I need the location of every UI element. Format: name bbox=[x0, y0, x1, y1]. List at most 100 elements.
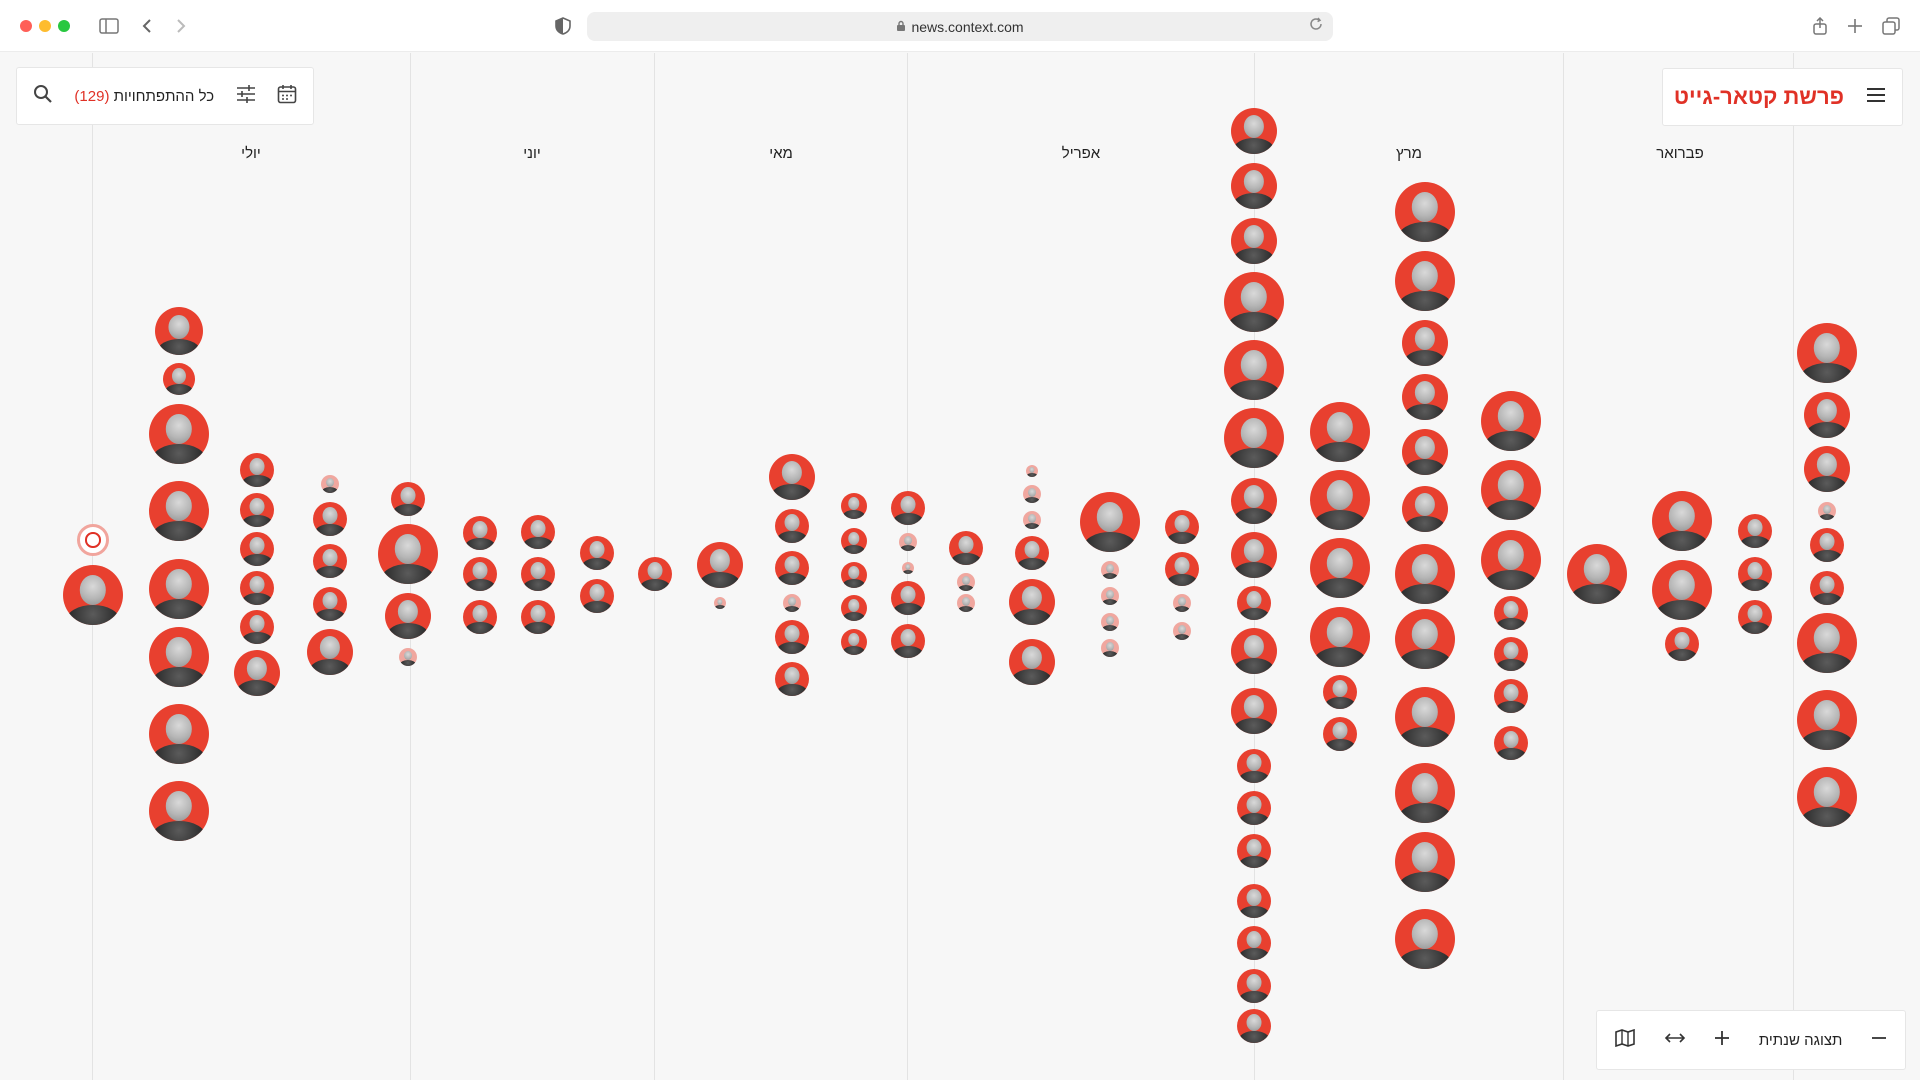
event-avatar[interactable] bbox=[1494, 726, 1528, 760]
event-avatar[interactable] bbox=[521, 600, 555, 634]
event-avatar[interactable] bbox=[240, 571, 274, 605]
event-avatar[interactable] bbox=[1231, 163, 1277, 209]
event-avatar[interactable] bbox=[1023, 485, 1041, 503]
event-avatar[interactable] bbox=[697, 542, 743, 588]
event-avatar[interactable] bbox=[957, 594, 975, 612]
event-avatar[interactable] bbox=[1231, 688, 1277, 734]
event-avatar[interactable] bbox=[1237, 749, 1271, 783]
event-avatar[interactable] bbox=[841, 562, 867, 588]
event-avatar[interactable] bbox=[1494, 596, 1528, 630]
event-avatar[interactable] bbox=[1402, 320, 1448, 366]
event-avatar[interactable] bbox=[1804, 446, 1850, 492]
event-avatar[interactable] bbox=[1481, 530, 1541, 590]
event-avatar[interactable] bbox=[149, 781, 209, 841]
event-avatar[interactable] bbox=[149, 627, 209, 687]
event-avatar[interactable] bbox=[841, 595, 867, 621]
event-avatar[interactable] bbox=[1818, 502, 1836, 520]
event-avatar[interactable] bbox=[1310, 607, 1370, 667]
event-avatar[interactable] bbox=[1165, 510, 1199, 544]
event-avatar[interactable] bbox=[638, 557, 672, 591]
event-avatar[interactable] bbox=[775, 509, 809, 543]
event-avatar[interactable] bbox=[1395, 251, 1455, 311]
event-avatar[interactable] bbox=[1173, 622, 1191, 640]
event-avatar[interactable] bbox=[841, 493, 867, 519]
event-avatar[interactable] bbox=[769, 454, 815, 500]
event-avatar[interactable] bbox=[1797, 690, 1857, 750]
event-avatar[interactable] bbox=[1224, 340, 1284, 400]
event-avatar[interactable] bbox=[841, 528, 867, 554]
event-avatar[interactable] bbox=[1652, 491, 1712, 551]
event-avatar[interactable] bbox=[378, 524, 438, 584]
minimize-window-button[interactable] bbox=[39, 20, 51, 32]
event-avatar[interactable] bbox=[1738, 600, 1772, 634]
event-avatar[interactable] bbox=[463, 557, 497, 591]
event-avatar[interactable] bbox=[1231, 532, 1277, 578]
event-avatar[interactable] bbox=[321, 475, 339, 493]
event-avatar[interactable] bbox=[949, 531, 983, 565]
event-avatar[interactable] bbox=[1323, 717, 1357, 751]
event-avatar[interactable] bbox=[891, 491, 925, 525]
event-avatar[interactable] bbox=[1173, 594, 1191, 612]
event-avatar[interactable] bbox=[463, 516, 497, 550]
event-avatar[interactable] bbox=[1023, 511, 1041, 529]
calendar-icon[interactable] bbox=[277, 84, 297, 109]
event-avatar[interactable] bbox=[234, 650, 280, 696]
event-avatar[interactable] bbox=[149, 559, 209, 619]
event-avatar[interactable] bbox=[1395, 832, 1455, 892]
event-avatar[interactable] bbox=[899, 533, 917, 551]
event-avatar[interactable] bbox=[1231, 628, 1277, 674]
event-avatar[interactable] bbox=[783, 594, 801, 612]
search-icon[interactable] bbox=[33, 84, 53, 109]
event-avatar[interactable] bbox=[313, 544, 347, 578]
event-avatar[interactable] bbox=[1738, 514, 1772, 548]
event-avatar[interactable] bbox=[63, 565, 123, 625]
close-window-button[interactable] bbox=[20, 20, 32, 32]
event-avatar[interactable] bbox=[1494, 679, 1528, 713]
event-avatar[interactable] bbox=[1402, 429, 1448, 475]
event-avatar[interactable] bbox=[1804, 392, 1850, 438]
event-avatar[interactable] bbox=[1395, 609, 1455, 669]
event-avatar[interactable] bbox=[1402, 374, 1448, 420]
share-icon[interactable] bbox=[1807, 13, 1833, 39]
event-avatar[interactable] bbox=[1310, 470, 1370, 530]
event-avatar[interactable] bbox=[841, 629, 867, 655]
event-avatar[interactable] bbox=[1323, 675, 1357, 709]
address-bar[interactable]: news.context.com bbox=[587, 12, 1333, 41]
event-avatar[interactable] bbox=[149, 704, 209, 764]
event-avatar[interactable] bbox=[580, 579, 614, 613]
event-avatar[interactable] bbox=[1224, 408, 1284, 468]
event-avatar[interactable] bbox=[1810, 571, 1844, 605]
event-avatar[interactable] bbox=[891, 581, 925, 615]
hamburger-icon[interactable] bbox=[1866, 87, 1886, 108]
event-avatar[interactable] bbox=[149, 404, 209, 464]
event-avatar[interactable] bbox=[1015, 536, 1049, 570]
event-avatar[interactable] bbox=[1237, 834, 1271, 868]
event-avatar[interactable] bbox=[1481, 391, 1541, 451]
event-avatar[interactable] bbox=[1797, 613, 1857, 673]
agency-seal-icon[interactable] bbox=[77, 524, 109, 556]
event-avatar[interactable] bbox=[1797, 767, 1857, 827]
event-avatar[interactable] bbox=[1395, 544, 1455, 604]
event-avatar[interactable] bbox=[1395, 687, 1455, 747]
event-avatar[interactable] bbox=[775, 662, 809, 696]
event-avatar[interactable] bbox=[391, 482, 425, 516]
event-avatar[interactable] bbox=[155, 307, 203, 355]
event-avatar[interactable] bbox=[313, 587, 347, 621]
event-avatar[interactable] bbox=[463, 600, 497, 634]
event-avatar[interactable] bbox=[1224, 272, 1284, 332]
event-avatar[interactable] bbox=[240, 532, 274, 566]
event-avatar[interactable] bbox=[240, 610, 274, 644]
event-avatar[interactable] bbox=[775, 551, 809, 585]
event-avatar[interactable] bbox=[240, 493, 274, 527]
event-avatar[interactable] bbox=[1237, 586, 1271, 620]
event-avatar[interactable] bbox=[1481, 460, 1541, 520]
event-avatar[interactable] bbox=[1402, 486, 1448, 532]
event-avatar[interactable] bbox=[385, 593, 431, 639]
event-avatar[interactable] bbox=[149, 481, 209, 541]
event-avatar[interactable] bbox=[891, 624, 925, 658]
event-avatar[interactable] bbox=[714, 597, 726, 609]
event-avatar[interactable] bbox=[1494, 637, 1528, 671]
event-avatar[interactable] bbox=[1237, 926, 1271, 960]
event-avatar[interactable] bbox=[1026, 465, 1038, 477]
event-avatar[interactable] bbox=[163, 363, 195, 395]
